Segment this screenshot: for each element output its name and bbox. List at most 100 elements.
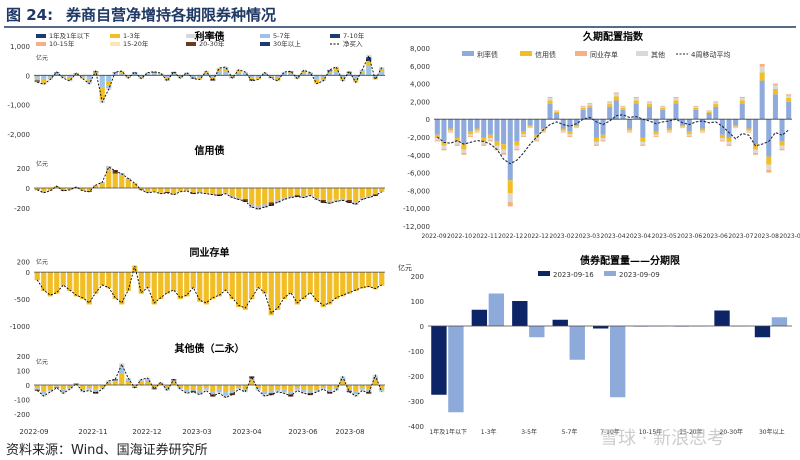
bar-segment [138,75,144,77]
bar-segment [164,80,170,82]
bar-segment [520,136,527,137]
bar-segment [177,387,183,389]
bar [93,272,99,294]
bar-segment [203,188,209,193]
legend-label: 30年以上 [273,39,301,48]
bar-segment [275,188,281,200]
x-tick-label: 2023-07 [728,233,753,240]
x-tick-label: 2023-04 [600,233,625,240]
bar-segment [268,385,274,391]
bar-segment [333,388,339,390]
bar-segment [726,119,732,138]
net-buy-line [36,363,383,398]
bar-segment [151,188,157,192]
bar-segment [262,74,268,76]
bar-segment [184,74,190,76]
bar [119,272,125,305]
bar-segment [203,389,209,391]
x-tick-label: 2022-11 [78,428,107,436]
y-tick-label: 4,000 [410,81,430,89]
bar-segment [646,102,652,105]
bar-segment [353,78,359,81]
bar-segment [216,188,222,195]
bar-segment [242,385,248,389]
bar-segment [461,119,467,145]
bar-segment [719,134,725,139]
y-tick-label: 100 [17,368,30,376]
bar-segment [288,391,294,395]
bar-segment [262,73,268,75]
bar-segment [607,106,613,120]
bar-segment [739,96,745,99]
bar-segment [275,79,281,81]
bar-segment [223,69,229,72]
bar-segment [236,197,242,200]
bar-segment [184,389,190,392]
bar-segment [746,128,752,131]
bar-segment [779,145,785,149]
bar-segment [34,189,40,191]
bar [242,272,248,310]
bar-segment [229,188,235,196]
bar-segment [366,391,372,394]
bar-segment [281,71,287,73]
bar-segment [314,75,320,80]
bar-segment [673,96,679,99]
bar-segment [600,134,606,139]
bar-segment [99,94,105,100]
bar-segment [620,105,626,107]
bar-segment [759,80,765,120]
bar-segment [301,70,307,72]
bar-segment [314,188,320,198]
bar-segment [646,104,652,107]
bar-segment [434,140,440,142]
bar-segment [119,73,125,76]
y-tick-label: -200 [408,373,424,381]
bar [268,272,274,316]
bar-segment [164,75,170,78]
bar [431,326,447,395]
bar [158,272,164,300]
bar-segment [73,74,79,76]
bar [210,272,216,300]
bar-segment [210,385,216,392]
x-tick-label: 2023-06 [703,233,728,240]
bar-segment [177,76,183,78]
bar-segment [567,119,573,132]
x-tick-label: 2023-06 [288,428,318,436]
bar-segment [54,186,60,188]
bar-segment [587,107,593,120]
bar-segment [753,153,759,155]
panel-title: 其他债（二永） [175,342,245,355]
bar-segment [772,83,778,86]
bar-segment [534,138,540,141]
bar [171,272,177,291]
bar-segment [151,71,157,73]
bar-segment [359,197,365,200]
bar-segment [686,131,692,135]
bar-segment [379,69,385,72]
bar-segment [203,385,209,389]
bar-segment [294,389,300,391]
x-tick-label: 2022-12 [498,233,523,240]
bar-segment [197,192,203,193]
bar [320,272,326,308]
bar-segment [301,389,307,392]
y-tick-label: -100 [14,397,30,405]
bar-segment [197,393,203,396]
bar-segment [216,389,222,392]
bar-segment [593,144,599,146]
bar-segment [242,73,248,76]
bar-segment [487,119,493,135]
bar-segment [786,95,792,99]
bar-segment [753,149,759,154]
bar-segment [106,380,112,382]
bar-segment [633,100,639,104]
bar-segment [359,389,365,391]
bar [471,309,488,326]
bar-segment [372,188,378,195]
bar-segment [327,200,333,204]
bar-segment [158,188,164,193]
bar-segment [255,75,261,78]
